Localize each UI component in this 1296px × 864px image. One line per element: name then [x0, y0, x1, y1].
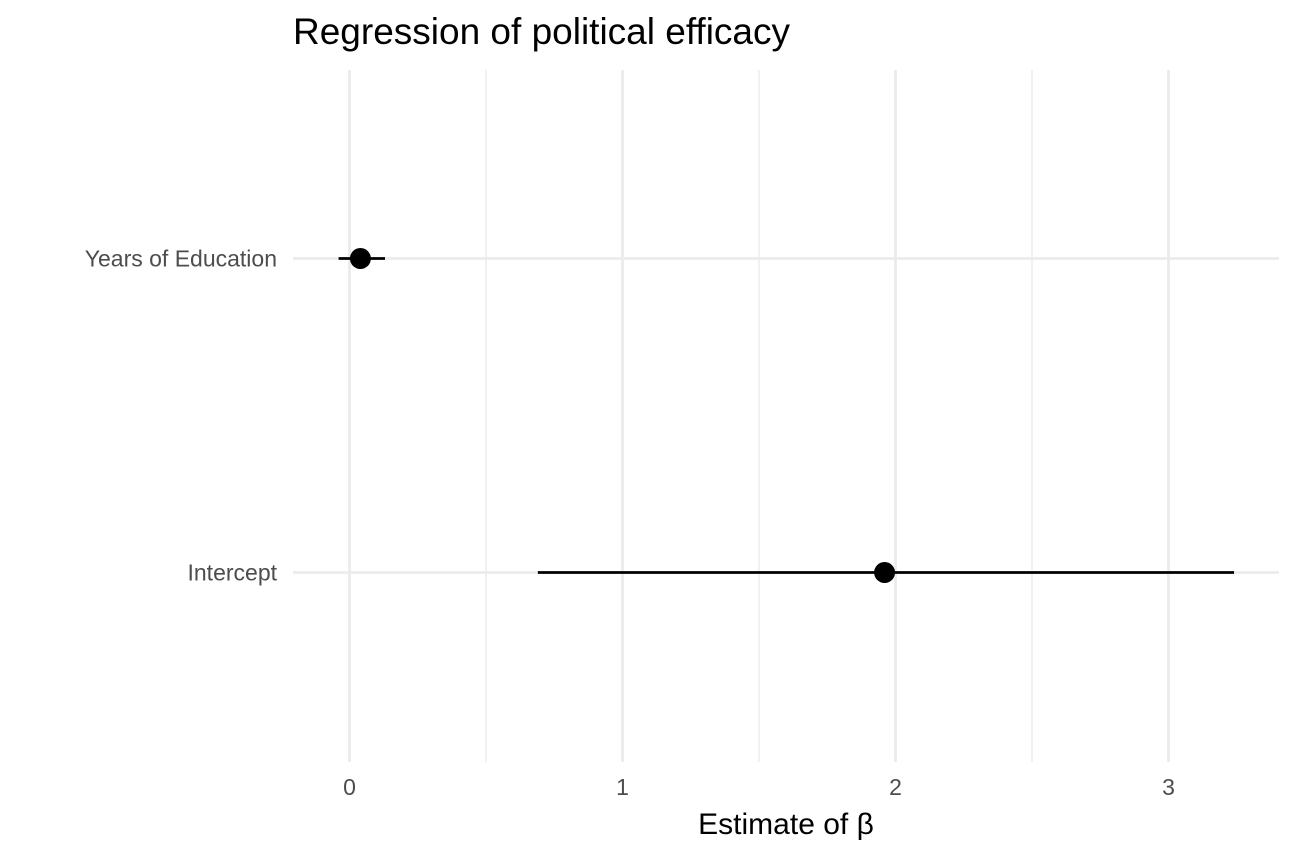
estimate-points	[349, 248, 896, 583]
major-grid	[348, 70, 1170, 762]
x-axis-title: Estimate of β	[698, 808, 874, 841]
y-tick-label: Years of Education	[85, 246, 277, 272]
x-tick-label: 3	[1162, 774, 1175, 800]
minor-grid	[485, 70, 1033, 762]
chart-title: Regression of political efficacy	[293, 11, 791, 52]
x-tick-label: 2	[889, 774, 902, 800]
estimate-point	[349, 248, 371, 269]
y-tick-label: Intercept	[188, 560, 278, 586]
x-tick-labels: 0 1 2 3	[343, 774, 1175, 800]
x-tick-label: 0	[343, 774, 356, 800]
estimate-point	[874, 562, 896, 583]
confidence-intervals	[338, 257, 1235, 574]
x-tick-label: 1	[616, 774, 629, 800]
y-tick-labels: Years of Education Intercept	[85, 246, 278, 586]
y-grid	[293, 257, 1279, 574]
